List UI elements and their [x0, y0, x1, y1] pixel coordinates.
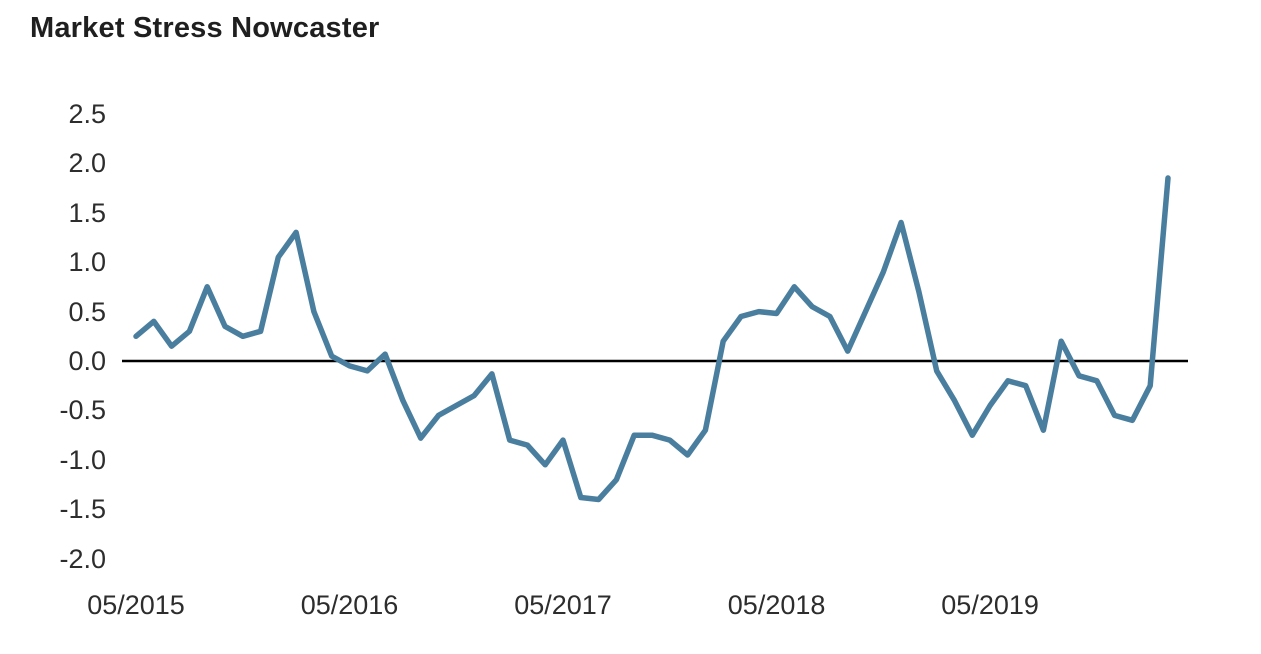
- chart-title: Market Stress Nowcaster: [30, 12, 380, 44]
- stress-series-line: [133, 175, 1171, 503]
